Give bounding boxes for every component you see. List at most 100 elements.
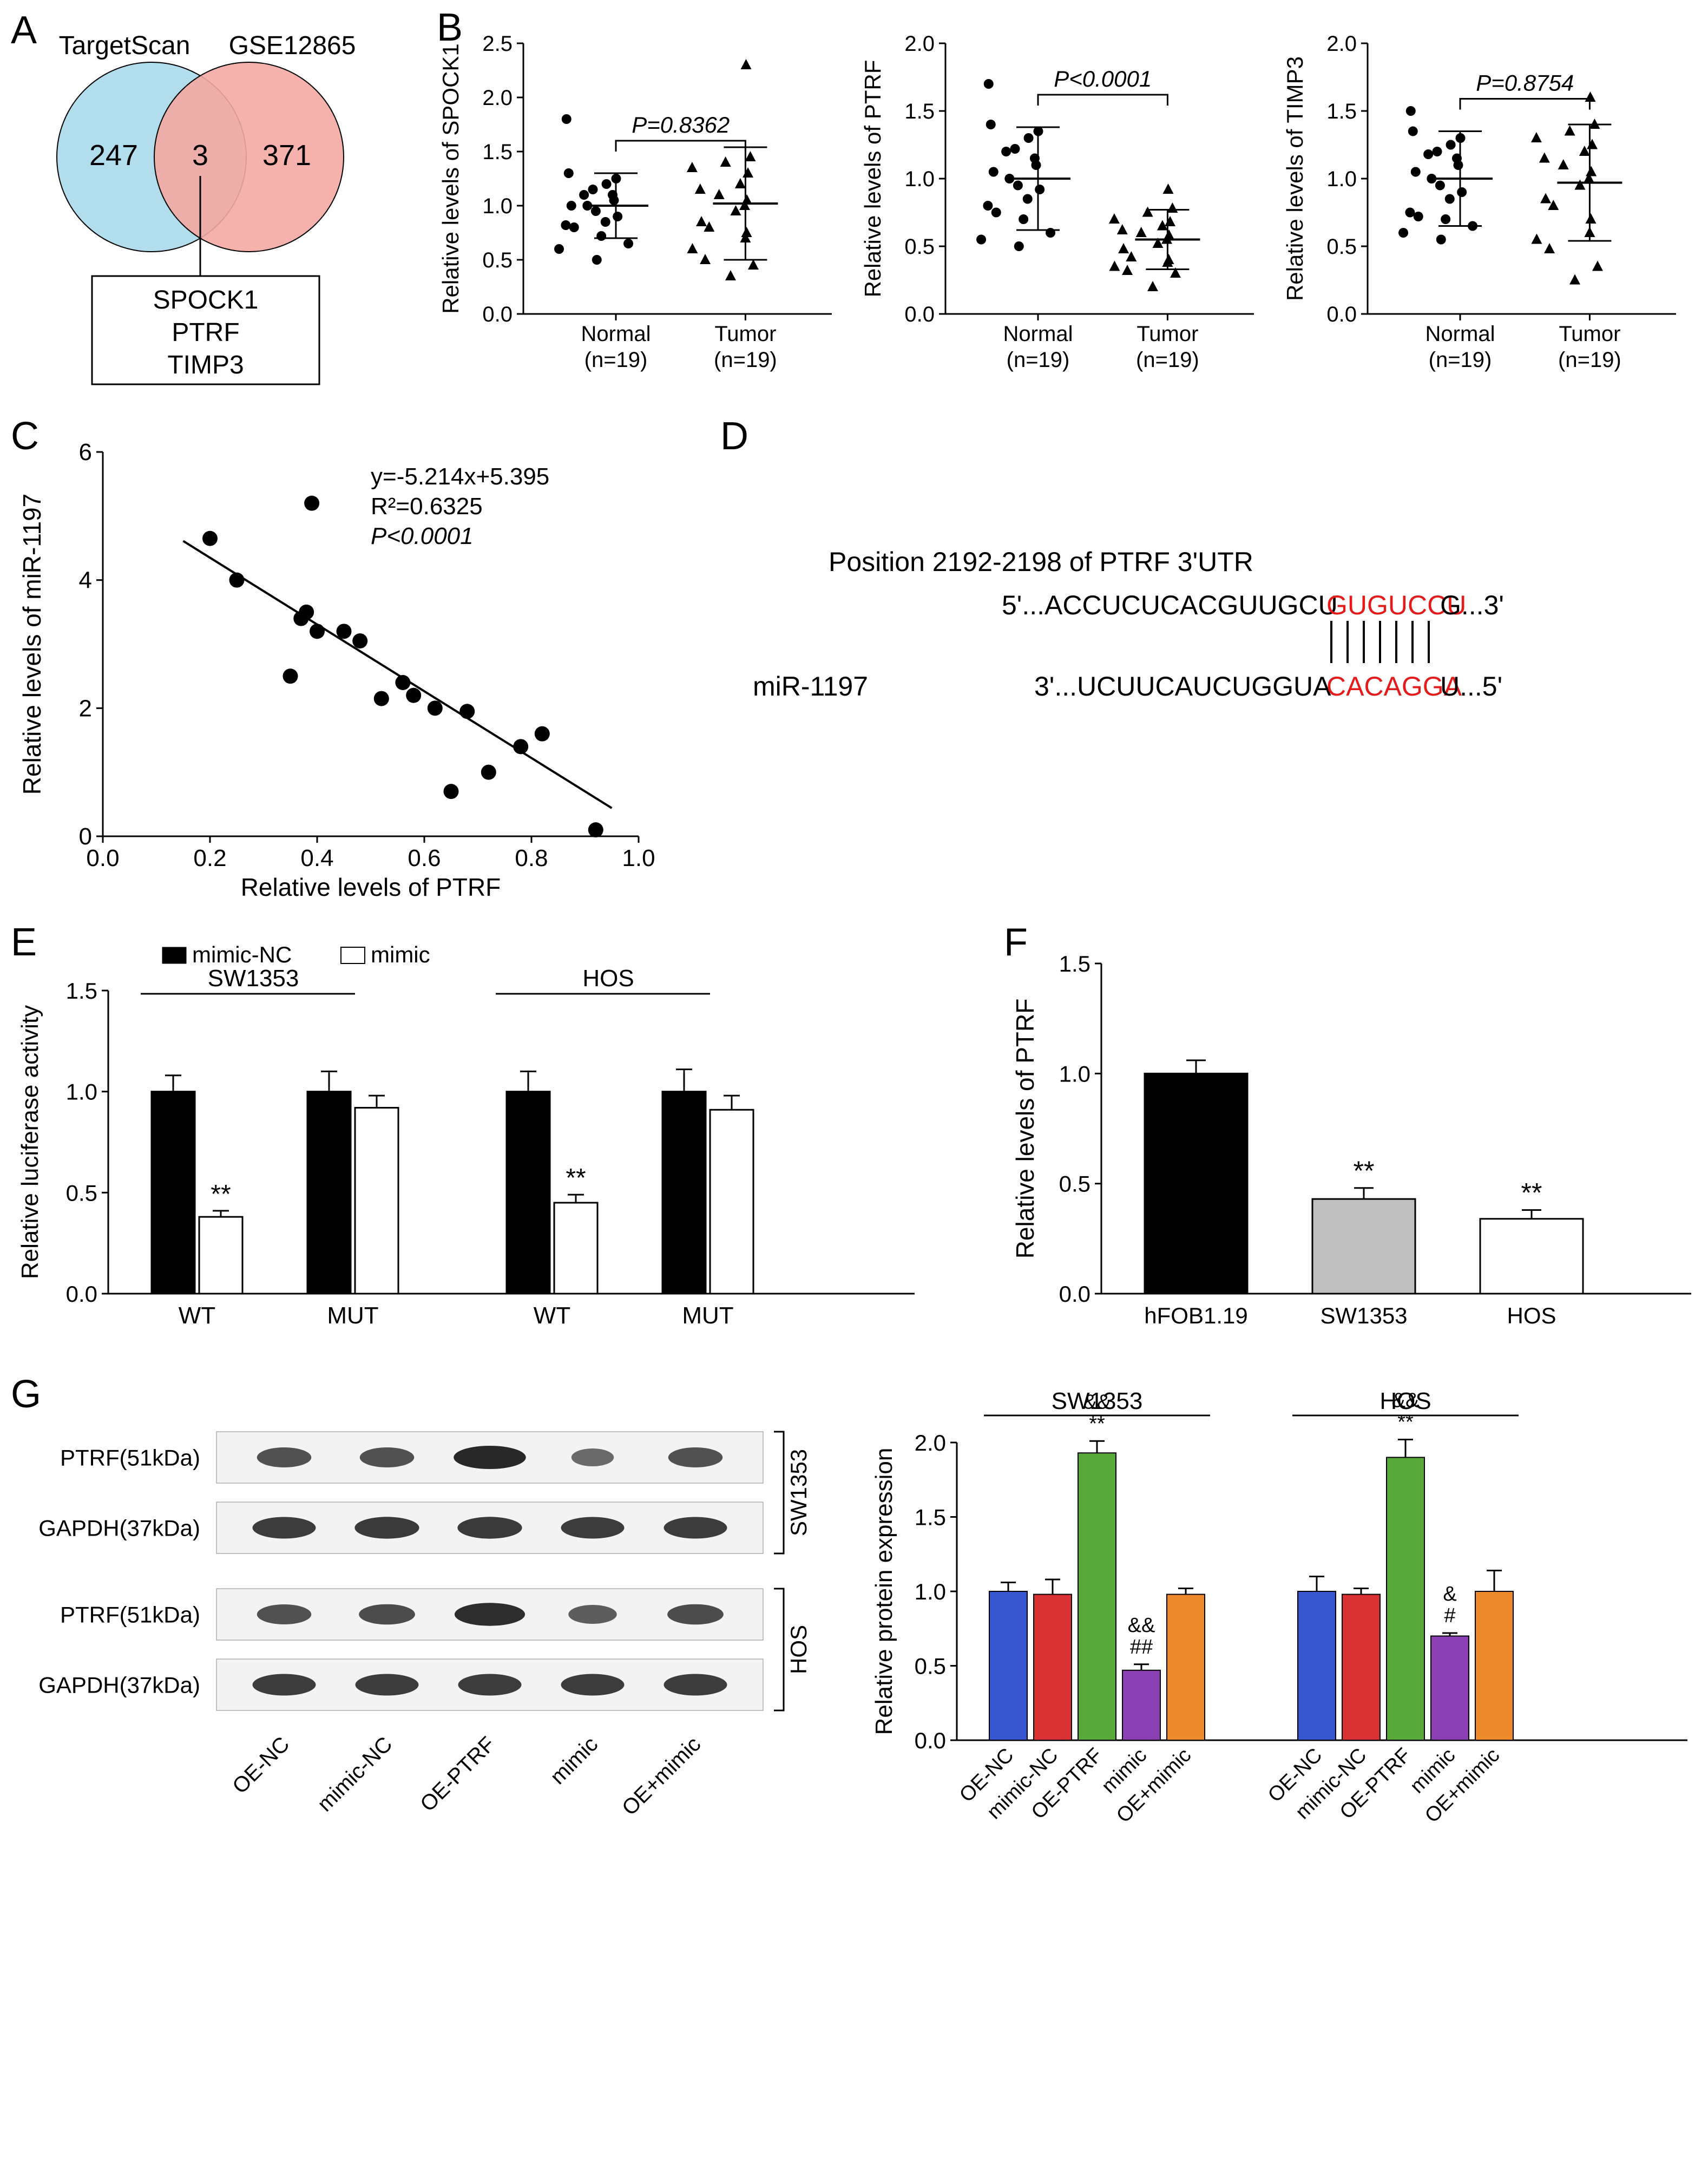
svg-text:Normal: Normal (581, 322, 651, 346)
svg-text:(n=19): (n=19) (584, 348, 647, 372)
svg-text:Relative levels of TIMP3: Relative levels of TIMP3 (1282, 56, 1308, 301)
svg-text:(n=19): (n=19) (1428, 348, 1492, 372)
svg-text:GAPDH(37kDa): GAPDH(37kDa) (38, 1673, 200, 1698)
western-blot: GPTRF(51kDa)GAPDH(37kDa)PTRF(51kDa)GAPDH… (11, 1378, 843, 1892)
svg-text:D: D (720, 419, 748, 458)
panel-g: GPTRF(51kDa)GAPDH(37kDa)PTRF(51kDa)GAPDH… (11, 1378, 1697, 1892)
panel-label: A (11, 11, 37, 52)
gene-3: TIMP3 (167, 351, 244, 379)
venn-right-count: 371 (262, 139, 311, 172)
svg-text:1.0: 1.0 (1059, 1061, 1091, 1086)
svg-text:1.0: 1.0 (66, 1079, 97, 1105)
svg-text:1.0: 1.0 (904, 167, 935, 191)
panel-c: C02460.00.20.40.60.81.0Relative levels o… (11, 419, 704, 909)
svg-text:Tumor: Tumor (1559, 322, 1620, 346)
svg-text:2.5: 2.5 (482, 32, 513, 56)
svg-text:P<0.0001: P<0.0001 (1054, 66, 1152, 91)
svg-text:6: 6 (79, 439, 92, 466)
svg-text:0.5: 0.5 (1059, 1171, 1091, 1197)
svg-text:(n=19): (n=19) (1136, 348, 1199, 372)
svg-text:Relative levels of SPOCK1: Relative levels of SPOCK1 (438, 43, 463, 314)
svg-text:0.0: 0.0 (904, 303, 935, 326)
figure: A TargetScan GSE12865 247 3 371 SPOCK1 P… (11, 11, 1697, 1892)
svg-text:Normal: Normal (1425, 322, 1495, 346)
panel-e: Emimic-NCmimic0.00.51.01.5Relative lucif… (11, 926, 988, 1361)
svg-text:1.0: 1.0 (1326, 167, 1357, 191)
panel-b: B0.00.51.01.52.02.5Relative levels of SP… (437, 11, 1698, 403)
svg-text:OE-NC: OE-NC (228, 1732, 294, 1798)
svg-text:SW1353: SW1353 (208, 965, 299, 992)
svg-text:2: 2 (79, 695, 92, 722)
ptrf-cells-barchart: F0.00.51.01.5Relative levels of PTRFhFOB… (1004, 926, 1707, 1359)
svg-text:**: ** (1521, 1177, 1542, 1208)
svg-text:P=0.8754: P=0.8754 (1476, 70, 1574, 96)
svg-text:U...5': U...5' (1440, 671, 1502, 701)
svg-text:0.0: 0.0 (66, 1281, 97, 1307)
svg-text:C: C (11, 419, 39, 458)
svg-text:1.5: 1.5 (482, 140, 513, 164)
svg-text:0.5: 0.5 (1326, 235, 1357, 259)
svg-text:Relative levels of PTRF: Relative levels of PTRF (1011, 999, 1039, 1259)
binding-site-diagram: DPosition 2192-2198 of PTRF 3'UTR5'...AC… (720, 419, 1694, 907)
svg-text:HOS: HOS (1507, 1303, 1556, 1328)
svg-text:1.5: 1.5 (1059, 951, 1091, 976)
svg-text:Normal: Normal (1003, 322, 1073, 346)
svg-text:(n=19): (n=19) (1558, 348, 1621, 372)
svg-text:0.0: 0.0 (482, 303, 513, 326)
dotplot-spock1: B0.00.51.01.52.02.5Relative levels of SP… (437, 11, 848, 401)
svg-text:miR-1197: miR-1197 (753, 671, 868, 701)
gene-1: SPOCK1 (153, 286, 259, 314)
svg-text:0.2: 0.2 (193, 845, 226, 871)
svg-text:0.6: 0.6 (408, 845, 441, 871)
svg-text:2.0: 2.0 (482, 86, 513, 110)
svg-text:y=-5.214x+5.395: y=-5.214x+5.395 (371, 463, 549, 490)
scatter-correlation: C02460.00.20.40.60.81.0Relative levels o… (11, 419, 660, 907)
svg-text:1.5: 1.5 (66, 978, 97, 1004)
svg-text:0.5: 0.5 (482, 248, 513, 272)
svg-text:P=0.8362: P=0.8362 (632, 112, 730, 137)
panel-d: DPosition 2192-2198 of PTRF 3'UTR5'...AC… (720, 419, 1697, 909)
svg-text:mimic-NC: mimic-NC (313, 1732, 397, 1816)
svg-text:SW1353: SW1353 (1052, 1388, 1143, 1414)
svg-text:E: E (11, 926, 37, 964)
svg-text:mimic: mimic (371, 942, 430, 967)
svg-text:0.0: 0.0 (1326, 303, 1357, 326)
svg-text:0.5: 0.5 (66, 1180, 97, 1205)
svg-text:&&: && (1128, 1614, 1155, 1637)
svg-text:MUT: MUT (327, 1302, 378, 1329)
svg-text:WT: WT (534, 1302, 570, 1329)
svg-text:0.0: 0.0 (1059, 1281, 1091, 1307)
svg-text:G: G (11, 1378, 41, 1416)
svg-text:##: ## (1130, 1636, 1153, 1658)
svg-text:#: # (1444, 1604, 1455, 1627)
svg-text:Relative levels of PTRF: Relative levels of PTRF (860, 60, 885, 298)
dotplot-ptrf: 0.00.51.01.52.0Relative levels of PTRFNo… (859, 11, 1270, 401)
svg-text:(n=19): (n=19) (714, 348, 777, 372)
svg-text:&: & (1443, 1583, 1456, 1605)
dotplot-timp3: 0.00.51.01.52.0Relative levels of TIMP3N… (1281, 11, 1692, 401)
svg-text:5'...ACCUCUCACGUUGCU: 5'...ACCUCUCACGUUGCU (1002, 590, 1338, 620)
svg-text:0.0: 0.0 (86, 845, 119, 871)
svg-text:PTRF(51kDa): PTRF(51kDa) (60, 1445, 200, 1471)
svg-text:SW1353: SW1353 (1321, 1303, 1408, 1328)
svg-text:HOS: HOS (1379, 1388, 1431, 1414)
svg-text:1.0: 1.0 (622, 845, 655, 871)
svg-text:OE+mimic: OE+mimic (617, 1732, 705, 1820)
svg-text:HOS: HOS (582, 965, 634, 992)
venn-diagram: A TargetScan GSE12865 247 3 371 SPOCK1 P… (11, 11, 422, 401)
luciferase-barchart: Emimic-NCmimic0.00.51.01.5Relative lucif… (11, 926, 931, 1359)
svg-text:1.5: 1.5 (904, 100, 935, 123)
svg-text:Relative protein expression: Relative protein expression (871, 1448, 897, 1735)
gene-2: PTRF (172, 318, 239, 347)
svg-text:hFOB1.19: hFOB1.19 (1144, 1303, 1247, 1328)
svg-text:3'...UCUUCAUCUGGUA: 3'...UCUUCAUCUGGUA (1034, 671, 1331, 701)
venn-right-label: GSE12865 (229, 31, 356, 60)
panel-f: F0.00.51.01.5Relative levels of PTRFhFOB… (1004, 926, 1697, 1361)
venn-right-circle (154, 62, 344, 252)
svg-text:Relative levels of miR-1197: Relative levels of miR-1197 (18, 494, 46, 795)
svg-text:R²=0.6325: R²=0.6325 (371, 493, 483, 520)
svg-text:Tumor: Tumor (1137, 322, 1198, 346)
svg-text:WT: WT (179, 1302, 215, 1329)
svg-text:Relative luciferase activity: Relative luciferase activity (17, 1005, 43, 1279)
svg-text:1.0: 1.0 (915, 1579, 946, 1604)
